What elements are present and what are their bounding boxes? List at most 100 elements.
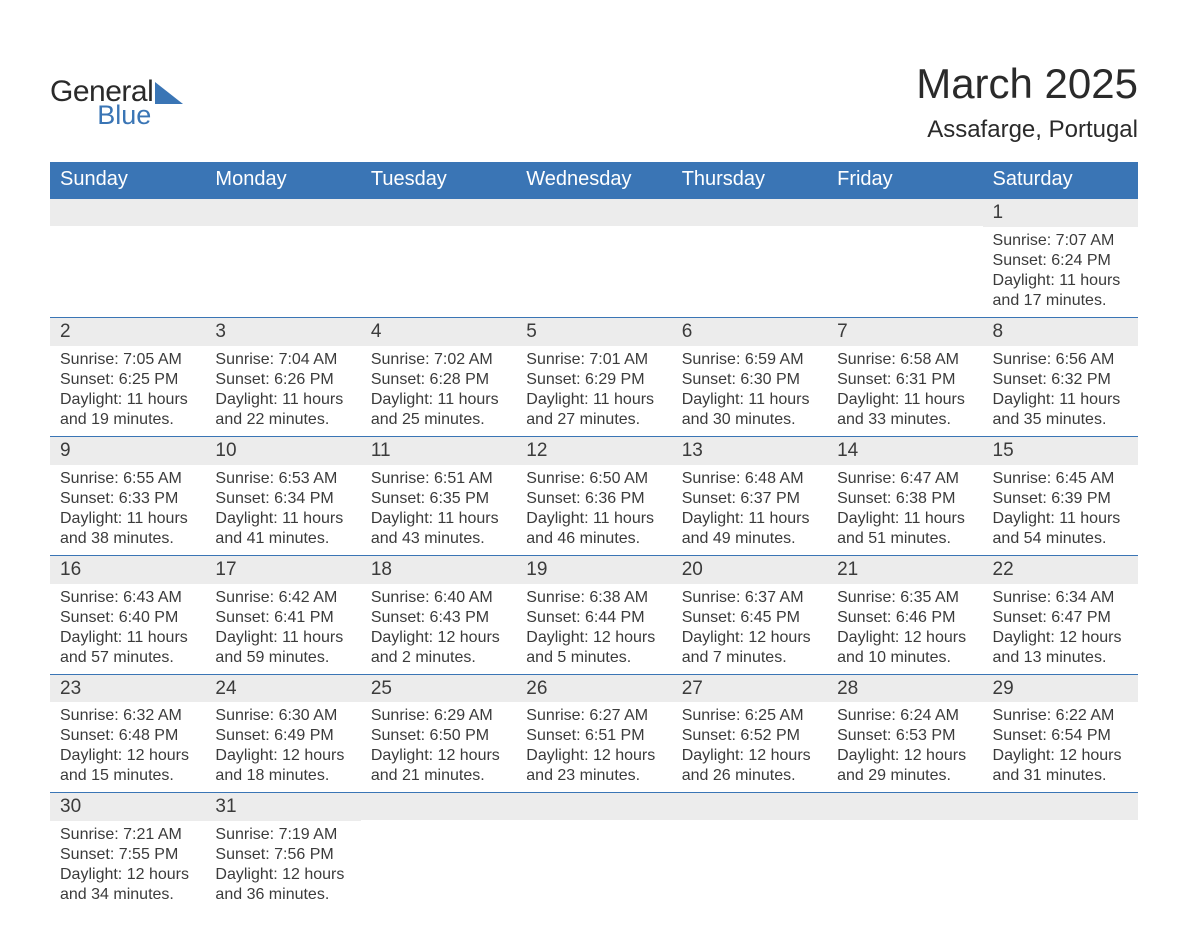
day-sr: Sunrise: 6:40 AM — [371, 588, 506, 608]
day-body: Sunrise: 6:51 AMSunset: 6:35 PMDaylight:… — [361, 465, 516, 555]
day-body: Sunrise: 6:43 AMSunset: 6:40 PMDaylight:… — [50, 584, 205, 674]
day-number: 9 — [50, 437, 205, 465]
day-number — [672, 199, 827, 226]
day-d2: and 36 minutes. — [215, 885, 350, 905]
day-d2: and 43 minutes. — [371, 529, 506, 549]
calendar-cell: 10Sunrise: 6:53 AMSunset: 6:34 PMDayligh… — [205, 436, 360, 555]
day-body: Sunrise: 7:21 AMSunset: 7:55 PMDaylight:… — [50, 821, 205, 911]
title-block: March 2025 Assafarge, Portugal — [916, 60, 1138, 144]
day-body: Sunrise: 7:01 AMSunset: 6:29 PMDaylight:… — [516, 346, 671, 436]
day-number — [516, 793, 671, 820]
day-ss: Sunset: 6:39 PM — [993, 489, 1128, 509]
calendar-cell — [827, 198, 982, 317]
day-d1: Daylight: 12 hours — [215, 865, 350, 885]
day-ss: Sunset: 6:37 PM — [682, 489, 817, 509]
day-ss: Sunset: 6:54 PM — [993, 726, 1128, 746]
calendar-page: General Blue March 2025 Assafarge, Portu… — [0, 0, 1188, 951]
calendar-cell — [361, 198, 516, 317]
day-number: 21 — [827, 556, 982, 584]
calendar-week-row: 30Sunrise: 7:21 AMSunset: 7:55 PMDayligh… — [50, 793, 1138, 911]
day-d2: and 35 minutes. — [993, 410, 1128, 430]
day-number: 25 — [361, 675, 516, 703]
day-ss: Sunset: 6:34 PM — [215, 489, 350, 509]
day-d2: and 7 minutes. — [682, 648, 817, 668]
day-sr: Sunrise: 6:55 AM — [60, 469, 195, 489]
day-sr: Sunrise: 6:38 AM — [526, 588, 661, 608]
day-body — [672, 226, 827, 306]
day-body — [827, 820, 982, 900]
day-d2: and 31 minutes. — [993, 766, 1128, 786]
day-number: 5 — [516, 318, 671, 346]
day-ss: Sunset: 6:40 PM — [60, 608, 195, 628]
day-sr: Sunrise: 6:29 AM — [371, 706, 506, 726]
day-d2: and 51 minutes. — [837, 529, 972, 549]
calendar-cell — [50, 198, 205, 317]
calendar-week-row: 1Sunrise: 7:07 AMSunset: 6:24 PMDaylight… — [50, 198, 1138, 317]
day-ss: Sunset: 6:44 PM — [526, 608, 661, 628]
day-ss: Sunset: 6:46 PM — [837, 608, 972, 628]
day-sr: Sunrise: 7:21 AM — [60, 825, 195, 845]
day-sr: Sunrise: 6:37 AM — [682, 588, 817, 608]
calendar-cell: 18Sunrise: 6:40 AMSunset: 6:43 PMDayligh… — [361, 555, 516, 674]
day-body: Sunrise: 6:27 AMSunset: 6:51 PMDaylight:… — [516, 702, 671, 792]
weekday-header: Friday — [827, 162, 982, 198]
day-number: 4 — [361, 318, 516, 346]
day-body: Sunrise: 7:19 AMSunset: 7:56 PMDaylight:… — [205, 821, 360, 911]
day-d2: and 49 minutes. — [682, 529, 817, 549]
day-body: Sunrise: 6:35 AMSunset: 6:46 PMDaylight:… — [827, 584, 982, 674]
day-body: Sunrise: 7:04 AMSunset: 6:26 PMDaylight:… — [205, 346, 360, 436]
day-d1: Daylight: 11 hours — [682, 390, 817, 410]
weekday-header: Sunday — [50, 162, 205, 198]
calendar-cell: 4Sunrise: 7:02 AMSunset: 6:28 PMDaylight… — [361, 317, 516, 436]
day-body: Sunrise: 6:32 AMSunset: 6:48 PMDaylight:… — [50, 702, 205, 792]
brand-logo: General Blue — [50, 60, 183, 127]
day-d1: Daylight: 11 hours — [993, 271, 1128, 291]
day-number: 13 — [672, 437, 827, 465]
day-sr: Sunrise: 6:58 AM — [837, 350, 972, 370]
day-d1: Daylight: 12 hours — [371, 628, 506, 648]
day-number: 29 — [983, 675, 1138, 703]
day-d2: and 25 minutes. — [371, 410, 506, 430]
location-subtitle: Assafarge, Portugal — [916, 116, 1138, 144]
day-d2: and 5 minutes. — [526, 648, 661, 668]
day-d2: and 33 minutes. — [837, 410, 972, 430]
calendar-cell: 2Sunrise: 7:05 AMSunset: 6:25 PMDaylight… — [50, 317, 205, 436]
day-number: 16 — [50, 556, 205, 584]
day-body: Sunrise: 7:07 AMSunset: 6:24 PMDaylight:… — [983, 227, 1138, 317]
day-body: Sunrise: 6:22 AMSunset: 6:54 PMDaylight:… — [983, 702, 1138, 792]
day-ss: Sunset: 6:29 PM — [526, 370, 661, 390]
day-number: 27 — [672, 675, 827, 703]
day-body: Sunrise: 6:48 AMSunset: 6:37 PMDaylight:… — [672, 465, 827, 555]
day-sr: Sunrise: 6:22 AM — [993, 706, 1128, 726]
calendar-cell — [205, 198, 360, 317]
day-body: Sunrise: 6:56 AMSunset: 6:32 PMDaylight:… — [983, 346, 1138, 436]
day-sr: Sunrise: 6:48 AM — [682, 469, 817, 489]
day-d1: Daylight: 12 hours — [682, 746, 817, 766]
calendar-cell — [516, 793, 671, 911]
day-ss: Sunset: 6:50 PM — [371, 726, 506, 746]
day-sr: Sunrise: 7:02 AM — [371, 350, 506, 370]
calendar-cell: 6Sunrise: 6:59 AMSunset: 6:30 PMDaylight… — [672, 317, 827, 436]
day-number: 23 — [50, 675, 205, 703]
day-sr: Sunrise: 6:47 AM — [837, 469, 972, 489]
day-ss: Sunset: 6:53 PM — [837, 726, 972, 746]
calendar-cell: 26Sunrise: 6:27 AMSunset: 6:51 PMDayligh… — [516, 674, 671, 793]
brand-logo-text: General Blue — [50, 78, 153, 127]
day-ss: Sunset: 7:55 PM — [60, 845, 195, 865]
day-d2: and 54 minutes. — [993, 529, 1128, 549]
day-body: Sunrise: 6:59 AMSunset: 6:30 PMDaylight:… — [672, 346, 827, 436]
day-ss: Sunset: 6:47 PM — [993, 608, 1128, 628]
day-d1: Daylight: 12 hours — [60, 746, 195, 766]
day-number — [205, 199, 360, 226]
day-number: 17 — [205, 556, 360, 584]
calendar-week-row: 2Sunrise: 7:05 AMSunset: 6:25 PMDaylight… — [50, 317, 1138, 436]
day-d1: Daylight: 11 hours — [993, 390, 1128, 410]
day-sr: Sunrise: 6:35 AM — [837, 588, 972, 608]
day-body — [983, 820, 1138, 900]
day-d1: Daylight: 12 hours — [993, 746, 1128, 766]
day-sr: Sunrise: 6:32 AM — [60, 706, 195, 726]
day-body: Sunrise: 6:37 AMSunset: 6:45 PMDaylight:… — [672, 584, 827, 674]
day-d2: and 19 minutes. — [60, 410, 195, 430]
day-sr: Sunrise: 7:01 AM — [526, 350, 661, 370]
day-body: Sunrise: 6:34 AMSunset: 6:47 PMDaylight:… — [983, 584, 1138, 674]
